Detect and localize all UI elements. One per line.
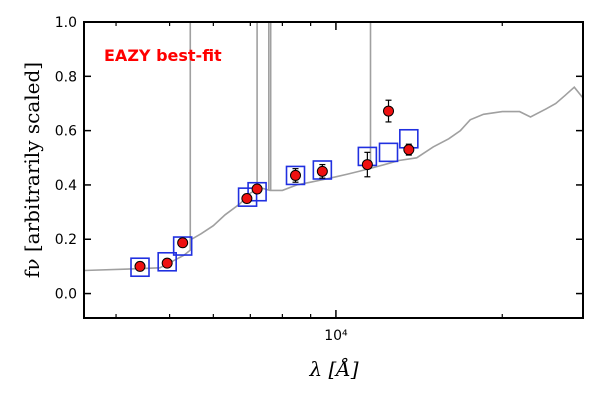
observed-point-8 (361, 159, 373, 171)
y-tick-label: 0.8 (55, 69, 77, 85)
observed-point-2 (161, 257, 173, 269)
observed-point-9 (383, 105, 395, 117)
model-photometry-square-7 (312, 160, 333, 180)
observed-point-1 (134, 260, 146, 272)
plot-area (84, 22, 583, 278)
observed-point-5 (251, 183, 263, 195)
plot-background (84, 22, 583, 318)
observed-point-10 (403, 144, 415, 156)
model-photometry-square-2 (157, 251, 177, 272)
model-photometry-square-6 (285, 165, 306, 186)
observed-point-4 (241, 193, 253, 205)
y-axis-label: fν [arbitrarily scaled] (20, 62, 44, 278)
x-axis-label: λ [Å] (308, 356, 358, 381)
observed-point-7 (316, 165, 328, 177)
model-photometry-square-1 (130, 257, 150, 278)
model-photometry-square-5 (247, 181, 267, 202)
y-tick-label: 0.6 (55, 124, 77, 140)
axis-ticks: 0.0 0.2 0.4 0.6 0.8 1.0 10⁴ (55, 15, 583, 344)
x-tick-label: 10⁴ (324, 328, 348, 344)
observed-point-3 (177, 237, 189, 249)
observed-point-6 (290, 169, 302, 181)
y-tick-label: 1.0 (55, 15, 77, 31)
y-tick-label: 0.2 (55, 232, 77, 248)
model-photometry-square-3 (172, 236, 193, 256)
model-spectrum-line (84, 86, 583, 272)
plot-frame (83, 21, 584, 319)
y-tick-label: 0.4 (55, 178, 77, 194)
y-tick-label: 0.0 (55, 287, 77, 303)
annotation-label: EAZY best-fit (104, 46, 222, 65)
model-photometry-square-9 (378, 142, 399, 163)
